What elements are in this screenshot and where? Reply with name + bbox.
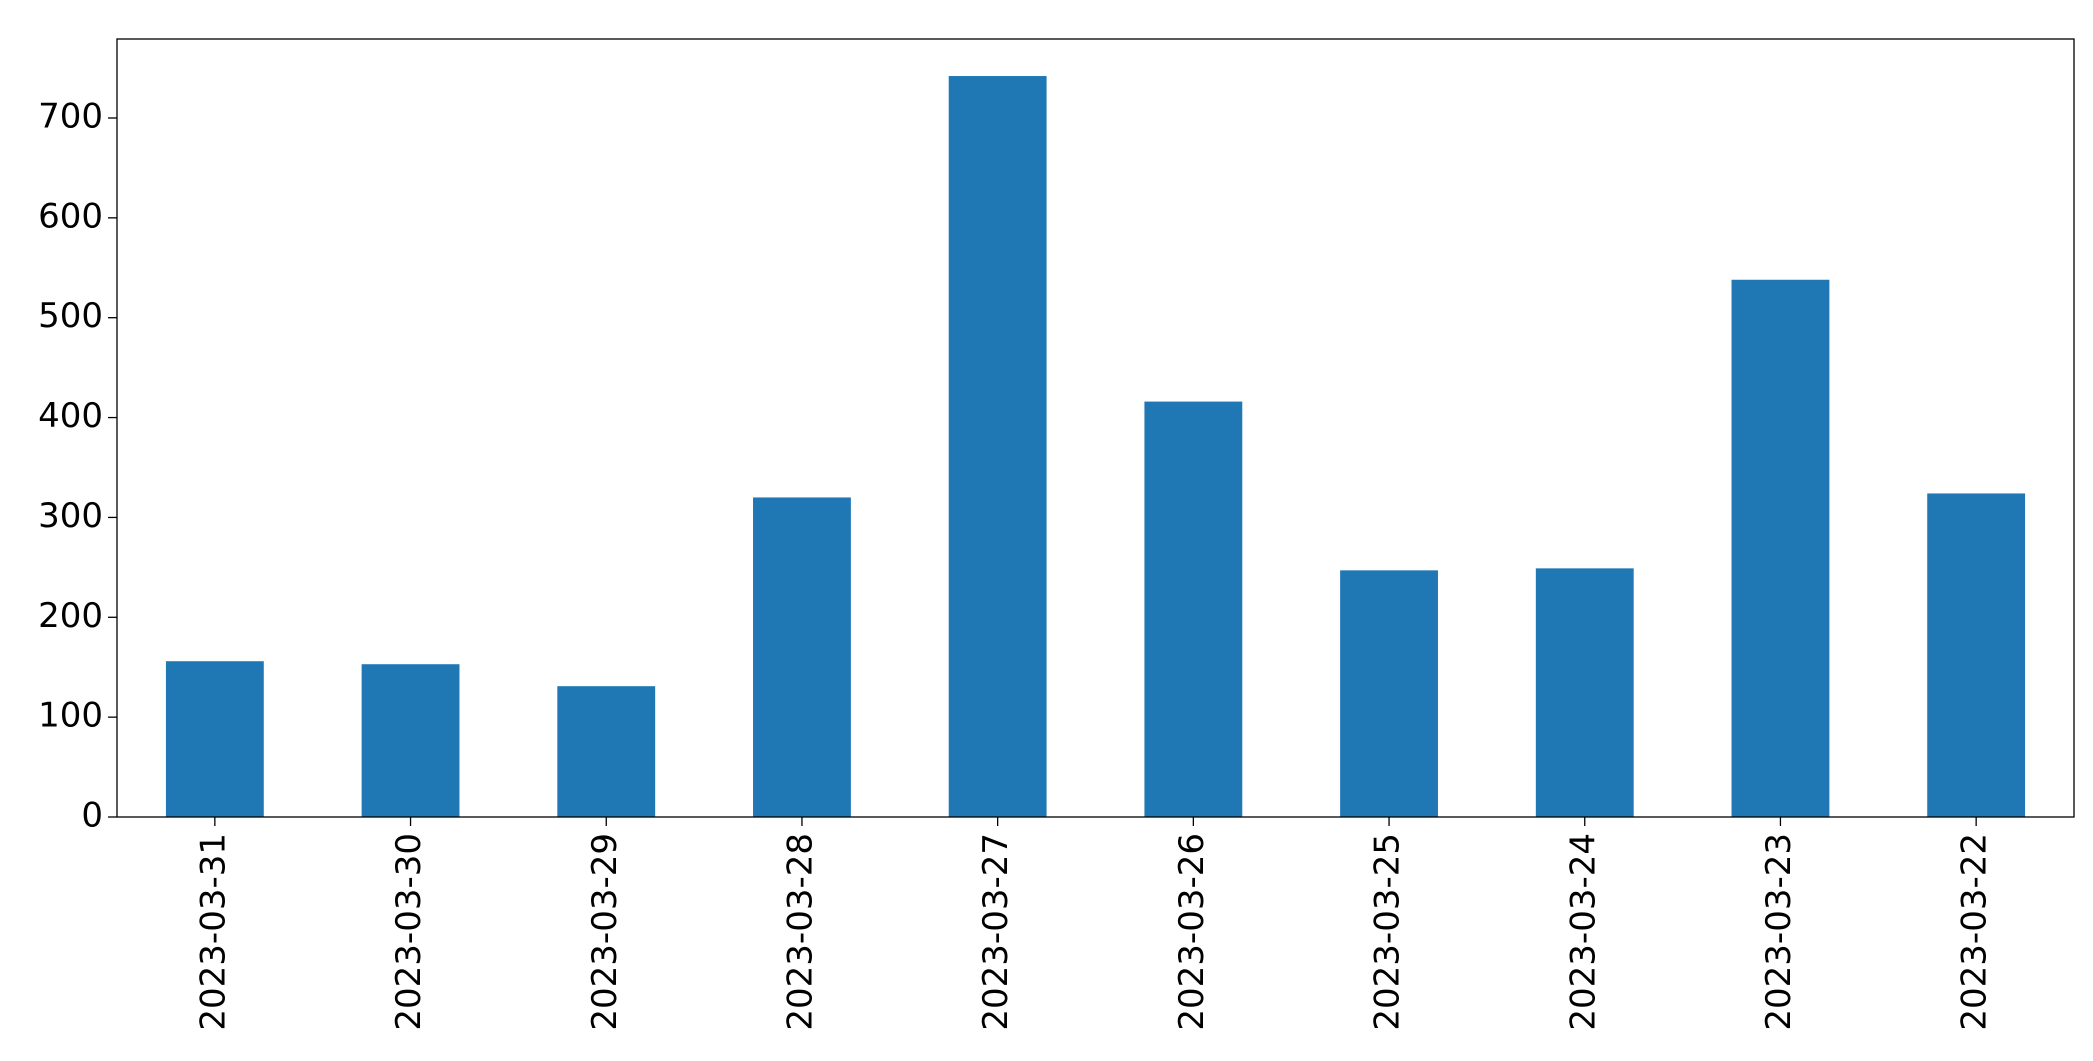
y-tick-label: 700 <box>38 96 103 136</box>
bar <box>1144 401 1243 817</box>
bar <box>361 664 460 817</box>
axes-frame <box>116 38 2075 818</box>
y-tick-label: 400 <box>38 396 103 436</box>
bar <box>165 661 264 817</box>
x-tick-label: 2023-03-28 <box>780 833 820 1031</box>
bar <box>948 76 1047 818</box>
y-tick-label: 500 <box>38 296 103 336</box>
y-tick-label: 300 <box>38 496 103 536</box>
bar <box>1927 493 2026 817</box>
x-tick-label: 2023-03-25 <box>1368 833 1408 1031</box>
y-tick-label: 200 <box>38 596 103 636</box>
x-tick-label: 2023-03-22 <box>1955 833 1995 1031</box>
bar <box>1535 568 1634 817</box>
x-tick-label: 2023-03-26 <box>1172 833 1212 1031</box>
bar <box>753 497 851 817</box>
y-tick-label: 600 <box>38 196 103 236</box>
y-tick-label: 100 <box>38 696 103 736</box>
x-tick-label: 2023-03-24 <box>1563 833 1603 1031</box>
x-tick-label: 2023-03-31 <box>193 833 233 1031</box>
bar <box>1731 279 1830 817</box>
x-tick-label: 2023-03-23 <box>1759 833 1799 1031</box>
x-tick-label: 2023-03-29 <box>585 833 625 1031</box>
bar <box>557 686 656 817</box>
bar <box>1340 570 1438 817</box>
x-tick-label: 2023-03-27 <box>976 833 1016 1031</box>
x-tick-label: 2023-03-30 <box>389 833 429 1031</box>
y-tick-label: 0 <box>81 796 103 836</box>
